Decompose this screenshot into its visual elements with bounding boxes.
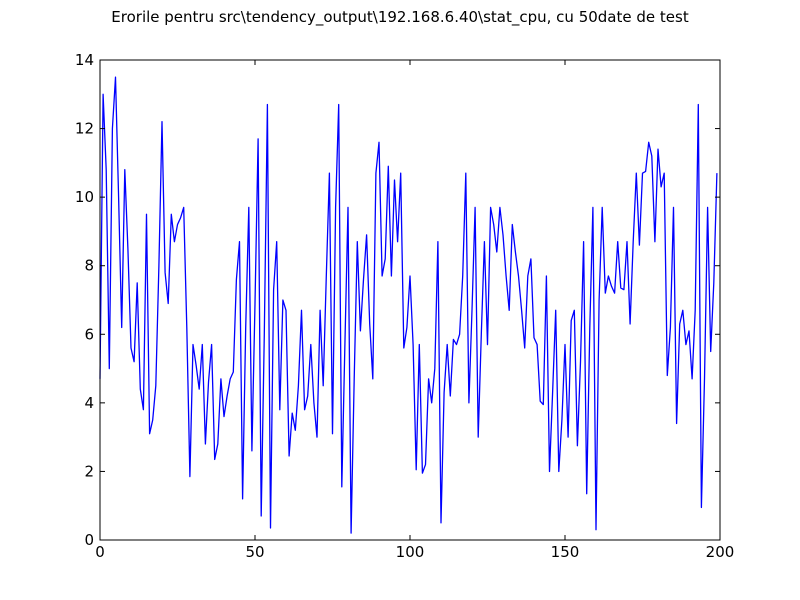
y-tick-label: 12 — [75, 120, 94, 138]
x-tick-label: 0 — [95, 543, 105, 561]
y-tick-label: 0 — [84, 531, 94, 549]
chart-title: Erorile pentru src\tendency_output\192.1… — [111, 8, 689, 26]
x-tick-label: 100 — [396, 543, 425, 561]
x-tick-label: 200 — [706, 543, 735, 561]
x-tick-label: 150 — [551, 543, 580, 561]
y-tick-label: 6 — [84, 325, 94, 343]
y-tick-label: 8 — [84, 257, 94, 275]
y-tick-label: 14 — [75, 51, 94, 69]
series-line-0 — [99, 76, 718, 534]
y-tick-label: 4 — [84, 394, 94, 412]
x-tick-label: 50 — [245, 543, 264, 561]
plot-frame — [99, 59, 721, 541]
y-tick-label: 2 — [84, 462, 94, 480]
y-tick-label: 10 — [75, 188, 94, 206]
